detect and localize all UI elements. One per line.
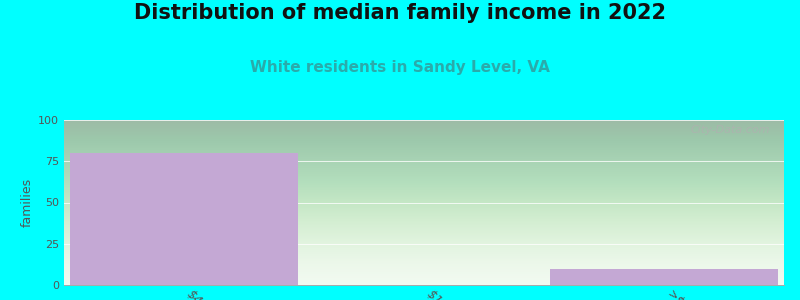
Text: Distribution of median family income in 2022: Distribution of median family income in … — [134, 3, 666, 23]
Text: City-Data.com: City-Data.com — [690, 125, 770, 135]
Y-axis label: families: families — [21, 178, 34, 227]
Bar — [70, 153, 298, 285]
Bar — [550, 268, 778, 285]
Text: White residents in Sandy Level, VA: White residents in Sandy Level, VA — [250, 60, 550, 75]
